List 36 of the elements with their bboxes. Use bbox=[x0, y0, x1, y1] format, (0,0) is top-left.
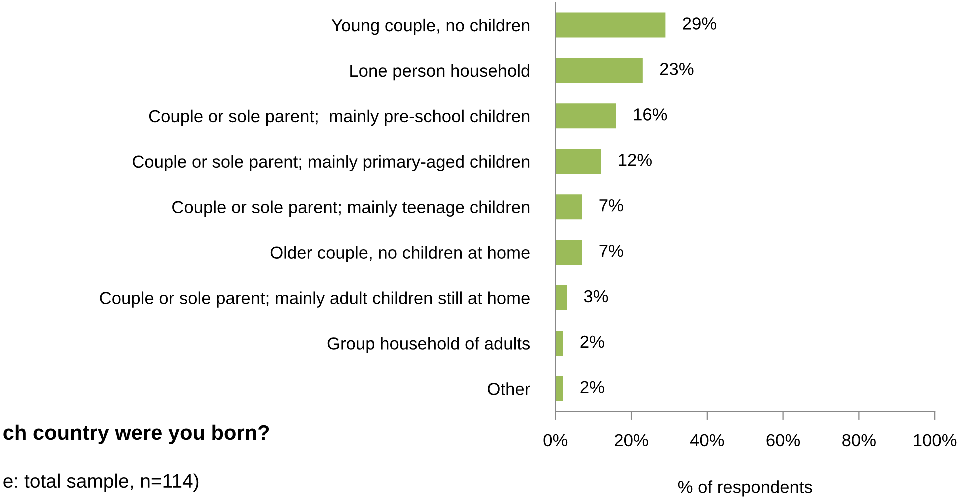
x-tick-label: 40% bbox=[690, 434, 724, 447]
data-label: 29% bbox=[683, 18, 716, 30]
bar bbox=[556, 104, 616, 129]
x-axis-title: % of respondents bbox=[678, 480, 812, 497]
bar bbox=[556, 240, 582, 266]
data-label: 16% bbox=[634, 108, 668, 121]
x-tick-label: 60% bbox=[766, 434, 800, 447]
text: e: total sample, n=114) bbox=[4, 474, 199, 492]
x-tick-label: 0% bbox=[544, 434, 568, 447]
y-tick-label: Lone person household bbox=[350, 64, 530, 81]
data-label: 23% bbox=[660, 63, 694, 76]
y-tick-label: Older couple, no children at home bbox=[270, 246, 530, 262]
x-tick-label: 20% bbox=[615, 434, 648, 447]
data-label: 3% bbox=[584, 290, 608, 303]
bar bbox=[556, 149, 602, 174]
y-tick-label: Couple or sole parent; mainly teenage children bbox=[172, 200, 530, 217]
data-label: 7% bbox=[600, 244, 624, 258]
data-label: 12% bbox=[619, 154, 652, 166]
x-tick-label: 80% bbox=[842, 434, 876, 447]
bar bbox=[556, 285, 568, 310]
bar bbox=[556, 194, 582, 220]
bar bbox=[556, 12, 666, 38]
data-label: 7% bbox=[600, 200, 624, 212]
y-tick-label: Other bbox=[488, 382, 530, 396]
x-tick-label: 100% bbox=[914, 434, 957, 447]
data-label: 2% bbox=[580, 336, 604, 348]
y-tick-label: Couple or sole parent; mainly adult children still at home bbox=[100, 292, 530, 308]
bar bbox=[556, 376, 564, 402]
bar bbox=[556, 330, 564, 356]
text: ch country were you born? bbox=[4, 424, 270, 444]
y-tick-label: Young couple, no children bbox=[332, 18, 530, 36]
y-tick-label: Couple or sole parent; mainly primary-aged children bbox=[133, 155, 530, 172]
data-label: 2% bbox=[580, 381, 604, 394]
bar bbox=[556, 58, 643, 84]
y-tick-label: Group household of adults bbox=[328, 337, 530, 354]
y-tick-label: Couple or sole parent; mainly pre-school children bbox=[149, 110, 530, 126]
